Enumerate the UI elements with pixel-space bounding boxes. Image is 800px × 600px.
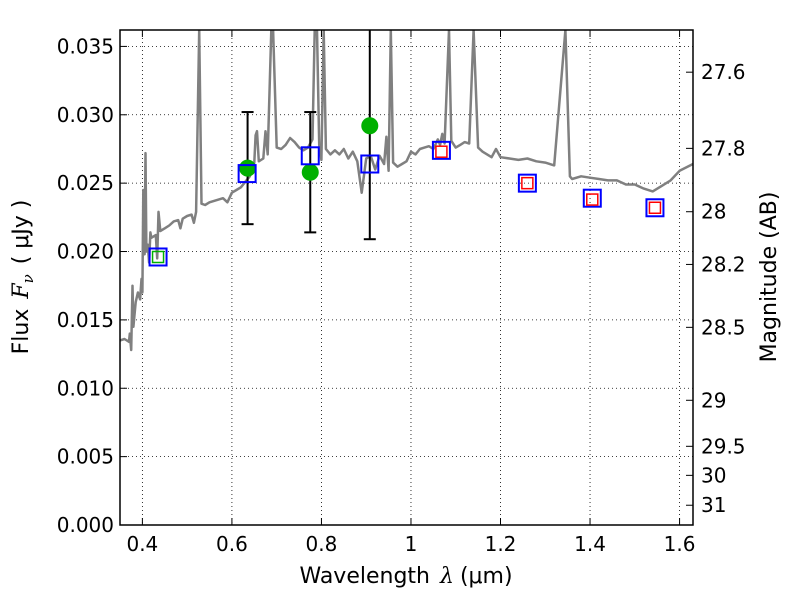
y2-tick-label: 27.8 [701, 136, 746, 160]
inner-square-marker [586, 193, 599, 206]
y-tick-label: 0.005 [57, 445, 114, 469]
y-axis-title: FluxFν( μJy ) [9, 200, 37, 355]
y-tick-label: 0.035 [57, 34, 114, 58]
y2-tick-label: 29 [701, 388, 726, 412]
y-tick-label: 0.020 [57, 240, 114, 264]
x-tick-label: 1.4 [574, 532, 606, 556]
model-flux-square [645, 198, 665, 218]
y-tick-label: 0.000 [57, 513, 114, 537]
data-layer [120, 30, 693, 352]
plot-frame [119, 29, 694, 526]
inner-square-marker [648, 201, 662, 215]
grid-layer [120, 30, 693, 526]
photometry-point [361, 117, 379, 135]
y2-tick-label: 30 [701, 463, 726, 487]
model-flux-square [148, 247, 168, 267]
model-flux-square [517, 173, 537, 193]
x-tick-label: 1.6 [664, 532, 696, 556]
y-tick-label: 0.010 [57, 376, 114, 400]
photometry-point [301, 163, 319, 181]
y2-tick-label: 29.5 [701, 434, 746, 458]
x-tick-label: 0.6 [216, 532, 248, 556]
model-flux-square [237, 164, 257, 184]
model-spectrum-line [120, 30, 693, 352]
x-axis-title: Wavelength λ (μm) [299, 564, 512, 589]
model-flux-square [300, 146, 320, 166]
y2-tick-label: 28.2 [701, 252, 746, 276]
y-tick-label: 0.015 [57, 308, 114, 332]
y2-tick-label: 27.6 [701, 60, 746, 84]
inner-square-marker [435, 145, 448, 158]
model-flux-square [582, 188, 602, 208]
inner-square-marker [151, 250, 165, 264]
y2-tick-label: 28.5 [701, 315, 746, 339]
x-tick-label: 0.4 [126, 532, 158, 556]
y2-tick-label: 31 [701, 493, 726, 517]
photometry-point [239, 159, 257, 177]
inner-square-marker [521, 176, 534, 190]
x-tick-label: 1.2 [485, 532, 517, 556]
y2-tick-label: 28 [701, 200, 726, 224]
x-tick-label: 1 [405, 532, 418, 556]
y-tick-label: 0.030 [57, 103, 114, 127]
y-tick-label: 0.025 [57, 171, 114, 195]
model-flux-square [431, 140, 451, 160]
y2-axis-title: Magnitude (AB) [757, 192, 782, 363]
model-flux-square [360, 154, 380, 174]
x-tick-label: 0.8 [306, 532, 338, 556]
tick-layer: 0.4 0.6 0.8 1 1.2 1.4 1.6 0.000 0.005 0.010 0.015 0… [57, 30, 746, 556]
